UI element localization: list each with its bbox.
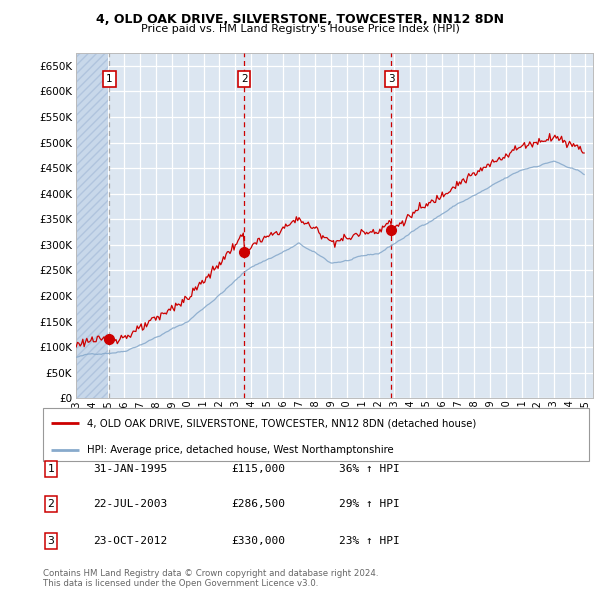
- Text: 23-OCT-2012: 23-OCT-2012: [93, 536, 167, 546]
- Text: 1: 1: [47, 464, 55, 474]
- Text: 29% ↑ HPI: 29% ↑ HPI: [339, 500, 400, 509]
- Text: £115,000: £115,000: [231, 464, 285, 474]
- Text: Price paid vs. HM Land Registry's House Price Index (HPI): Price paid vs. HM Land Registry's House …: [140, 24, 460, 34]
- FancyBboxPatch shape: [43, 408, 589, 461]
- Text: 22-JUL-2003: 22-JUL-2003: [93, 500, 167, 509]
- Text: 23% ↑ HPI: 23% ↑ HPI: [339, 536, 400, 546]
- Text: Contains HM Land Registry data © Crown copyright and database right 2024.
This d: Contains HM Land Registry data © Crown c…: [43, 569, 379, 588]
- Text: 4, OLD OAK DRIVE, SILVERSTONE, TOWCESTER, NN12 8DN: 4, OLD OAK DRIVE, SILVERSTONE, TOWCESTER…: [96, 13, 504, 26]
- Text: HPI: Average price, detached house, West Northamptonshire: HPI: Average price, detached house, West…: [87, 445, 394, 455]
- Text: 2: 2: [241, 74, 248, 84]
- Text: 3: 3: [47, 536, 55, 546]
- Text: 4, OLD OAK DRIVE, SILVERSTONE, TOWCESTER, NN12 8DN (detached house): 4, OLD OAK DRIVE, SILVERSTONE, TOWCESTER…: [87, 418, 476, 428]
- Text: 2: 2: [47, 500, 55, 509]
- Text: 31-JAN-1995: 31-JAN-1995: [93, 464, 167, 474]
- Text: £286,500: £286,500: [231, 500, 285, 509]
- Text: 1: 1: [106, 74, 113, 84]
- Text: 3: 3: [388, 74, 395, 84]
- Text: £330,000: £330,000: [231, 536, 285, 546]
- Text: 36% ↑ HPI: 36% ↑ HPI: [339, 464, 400, 474]
